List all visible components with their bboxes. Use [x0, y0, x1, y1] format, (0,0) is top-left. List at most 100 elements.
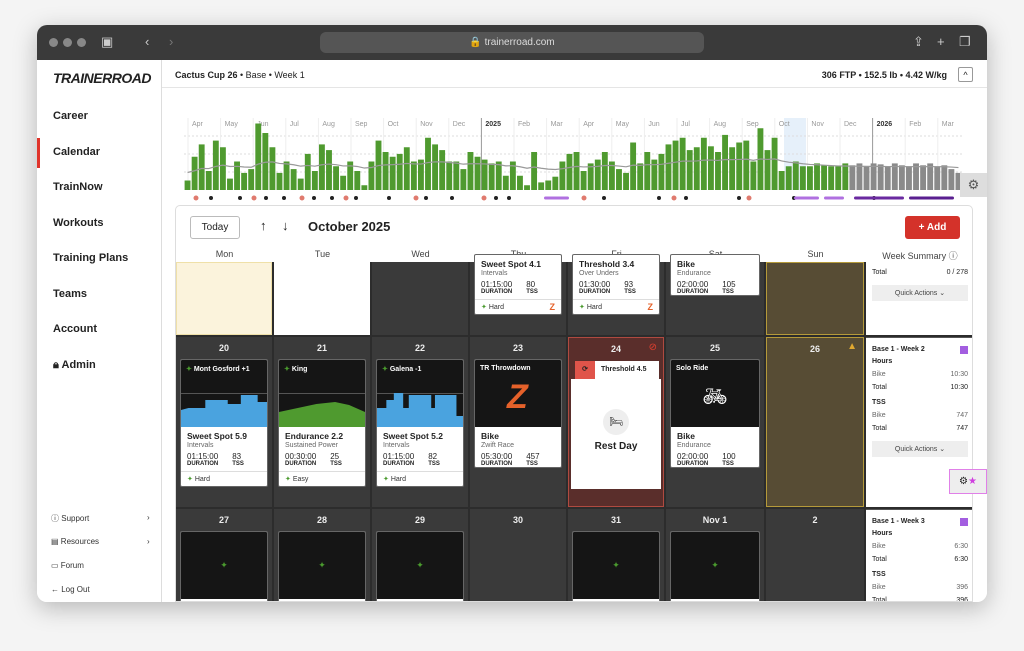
- workout-card[interactable]: Solo Ride 🚲︎ Bike Endurance 02:00:00 DURATION…: [670, 359, 760, 468]
- event-marker[interactable]: [343, 195, 349, 201]
- timeline-bar[interactable]: [849, 165, 856, 190]
- tabs-icon[interactable]: ❐: [959, 34, 971, 49]
- timeline-bar[interactable]: [927, 163, 934, 190]
- today-button[interactable]: Today: [190, 216, 240, 239]
- sidebar-toggle-icon[interactable]: ▣: [101, 34, 114, 49]
- timeline-bar[interactable]: [771, 137, 778, 190]
- day-cell[interactable]: 24 ⊘ ⟳ Threshold 4.5 🛏︎ Rest Day: [568, 337, 664, 507]
- day-cell[interactable]: [176, 262, 272, 335]
- timeline-bar[interactable]: [693, 147, 700, 190]
- workout-card[interactable]: ✦Sweet SpotIntervals: [376, 531, 464, 601]
- sidebar-footer-log-out[interactable]: ← Log Out: [51, 585, 90, 594]
- timeline-bar[interactable]: [799, 166, 806, 190]
- timeline-bar[interactable]: [877, 164, 884, 190]
- timeline-bar[interactable]: [736, 142, 743, 191]
- event-marker[interactable]: [299, 195, 305, 201]
- timeline-bar[interactable]: [651, 159, 658, 190]
- timeline-bar[interactable]: [262, 133, 269, 190]
- next-week-icon[interactable]: ↓: [282, 218, 289, 233]
- day-cell[interactable]: 25 Solo Ride 🚲︎ Bike Endurance 02:00:00 DURATI…: [666, 337, 764, 507]
- event-marker[interactable]: [737, 196, 741, 200]
- timeline-bar[interactable]: [580, 171, 587, 190]
- timeline-bar[interactable]: [835, 166, 842, 190]
- timeline-bar[interactable]: [616, 169, 622, 190]
- timeline-bar[interactable]: [898, 165, 905, 190]
- timeline-bar[interactable]: [248, 169, 255, 190]
- timeline-bar[interactable]: [410, 161, 417, 191]
- timeline-bar[interactable]: [432, 144, 439, 190]
- timeline-bar[interactable]: [495, 161, 502, 191]
- timeline-bar[interactable]: [750, 161, 757, 191]
- timeline-bar[interactable]: [842, 163, 849, 190]
- timeline-bar[interactable]: [467, 152, 474, 190]
- timeline-bar[interactable]: [347, 161, 354, 191]
- event-marker[interactable]: [481, 195, 487, 201]
- quick-actions-button[interactable]: Quick Actions ⌄: [872, 441, 968, 457]
- timeline-bar[interactable]: [488, 163, 495, 190]
- timeline-bar[interactable]: [219, 147, 226, 190]
- timeline-bar[interactable]: [906, 166, 912, 190]
- event-marker[interactable]: [657, 196, 661, 200]
- event-marker[interactable]: [424, 196, 428, 200]
- timeline-bar[interactable]: [828, 166, 835, 190]
- workout-card[interactable]: ✦ThresholdOver Unders: [572, 531, 660, 601]
- plan-phase-bar[interactable]: [794, 196, 819, 200]
- timeline-bar[interactable]: [524, 185, 530, 190]
- timeline-bar[interactable]: [191, 156, 198, 190]
- event-marker[interactable]: [671, 195, 677, 201]
- timeline-bar[interactable]: [184, 180, 191, 191]
- rest-day-card[interactable]: 🛏︎ Rest Day: [571, 379, 661, 489]
- zoom-window-button[interactable]: [77, 38, 86, 47]
- timeline-bar[interactable]: [722, 134, 728, 190]
- event-marker[interactable]: [494, 196, 498, 200]
- event-marker[interactable]: [330, 196, 334, 200]
- sidebar-item-workouts[interactable]: Workouts: [53, 217, 104, 229]
- day-cell[interactable]: Sweet Spot 4.1 Intervals 01:15:00 DURATION 8…: [470, 254, 566, 335]
- timeline-bar[interactable]: [304, 153, 311, 190]
- timeline-bar[interactable]: [354, 171, 361, 190]
- skip-icon[interactable]: ⊘: [648, 342, 657, 353]
- timeline-bar[interactable]: [644, 152, 651, 190]
- workout-card[interactable]: ✦ King Endurance 2.2 Sustained Power 00:30:…: [278, 359, 366, 487]
- timeline-bar[interactable]: [474, 156, 481, 190]
- timeline-bar[interactable]: [679, 137, 686, 190]
- timeline-bar[interactable]: [460, 169, 467, 190]
- timeline-bar[interactable]: [955, 172, 962, 190]
- timeline-bar[interactable]: [290, 169, 297, 190]
- timeline-bar[interactable]: [715, 152, 721, 190]
- timeline-bar[interactable]: [920, 165, 927, 190]
- workout-card[interactable]: Z TR Throwdown Bike Zwift Race 05:30:00 DURAT…: [474, 359, 562, 468]
- timeline-bar[interactable]: [672, 140, 679, 190]
- event-marker[interactable]: [238, 196, 242, 200]
- day-cell[interactable]: 26 ▲: [766, 337, 864, 507]
- timeline-bar[interactable]: [439, 150, 446, 190]
- timeline-bar[interactable]: [198, 144, 205, 190]
- plan-phase-bar[interactable]: [544, 196, 569, 200]
- timeline-bar[interactable]: [729, 147, 736, 190]
- event-marker[interactable]: [251, 195, 257, 201]
- sidebar-item-account[interactable]: Account: [53, 323, 97, 335]
- timeline-bar[interactable]: [913, 163, 919, 190]
- day-cell[interactable]: 20 ✦ Mont Gosford +1 Sweet Spot 5.9 Interva…: [176, 337, 272, 507]
- timeline-bar[interactable]: [665, 144, 672, 190]
- timeline-bar[interactable]: [891, 163, 898, 190]
- timeline-bar[interactable]: [269, 147, 276, 190]
- timeline-bar[interactable]: [686, 150, 693, 190]
- timeline-bar[interactable]: [884, 166, 891, 190]
- event-marker[interactable]: [507, 196, 511, 200]
- event-marker[interactable]: [193, 195, 199, 201]
- timeline-bar[interactable]: [934, 166, 941, 190]
- timeline-bar[interactable]: [326, 150, 332, 190]
- timeline-bar[interactable]: [623, 172, 629, 190]
- event-marker[interactable]: [209, 196, 213, 200]
- event-marker[interactable]: [354, 196, 358, 200]
- sidebar-footer-resources[interactable]: ▤ Resources ›: [51, 537, 150, 546]
- timeline-bar[interactable]: [814, 163, 820, 190]
- timeline-bar[interactable]: [559, 161, 566, 191]
- workout-card[interactable]: Sweet Spot 4.1 Intervals 01:15:00 DURATION 8…: [474, 254, 562, 315]
- plan-phase-bar[interactable]: [854, 196, 904, 200]
- timeline-bar[interactable]: [403, 147, 410, 190]
- share-icon[interactable]: ⇪: [913, 34, 924, 49]
- day-cell[interactable]: [372, 262, 468, 335]
